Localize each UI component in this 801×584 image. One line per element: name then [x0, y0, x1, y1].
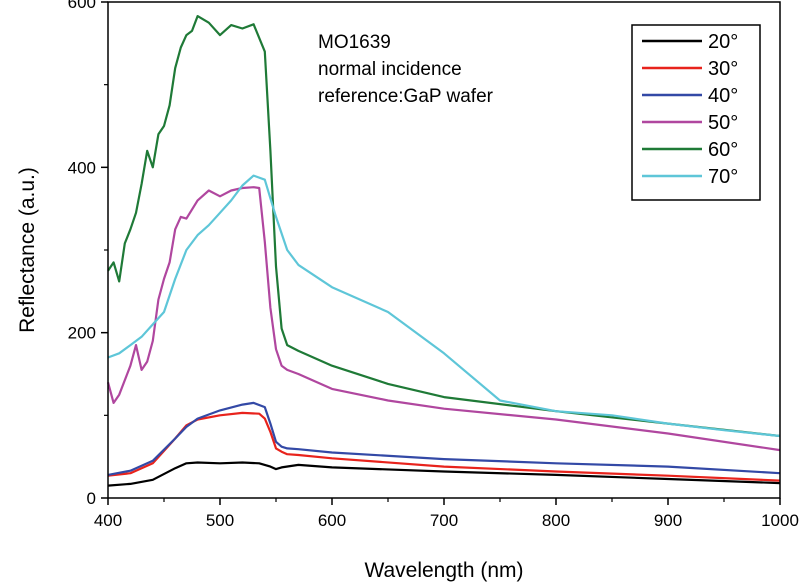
y-tick-label: 600	[68, 0, 96, 12]
legend-label-1: 30°	[708, 58, 738, 80]
series-line-0	[107, 461, 781, 487]
y-tick-label: 400	[68, 158, 96, 177]
legend-label-4: 60°	[708, 139, 738, 161]
x-tick-label: 400	[94, 511, 122, 530]
legend-box	[631, 24, 761, 201]
series-line-5	[107, 174, 781, 438]
y-axis: 0 200 400 600	[68, 0, 108, 508]
y-axis-title: Reflectance (a.u.)	[16, 167, 39, 333]
legend: 20° 30° 40° 50° 60° 70°	[631, 24, 761, 201]
series-line-4	[107, 15, 781, 438]
x-tick-label: 800	[542, 511, 570, 530]
y-tick-label: 200	[68, 324, 96, 343]
annotation-sample: MO1639	[318, 32, 391, 53]
annotation-incidence: normal incidence	[318, 59, 462, 80]
x-tick-label: 600	[318, 511, 346, 530]
x-axis: 400 500 600 700 800 900 1000	[94, 498, 799, 530]
annotation-reference: reference:GaP wafer	[318, 86, 494, 107]
legend-label-2: 40°	[708, 85, 738, 107]
plot-series-group	[106, 15, 781, 487]
x-axis-title: Wavelength (nm)	[364, 559, 523, 582]
series-line-2	[107, 401, 781, 476]
legend-label-0: 20°	[708, 31, 738, 53]
x-tick-label: 700	[430, 511, 458, 530]
legend-label-5: 70°	[708, 166, 738, 188]
series-line-3	[106, 186, 781, 452]
x-tick-label: 900	[654, 511, 682, 530]
legend-label-3: 50°	[708, 112, 738, 134]
x-tick-label: 1000	[761, 511, 799, 530]
x-tick-label: 500	[206, 511, 234, 530]
y-tick-label: 0	[87, 489, 96, 508]
